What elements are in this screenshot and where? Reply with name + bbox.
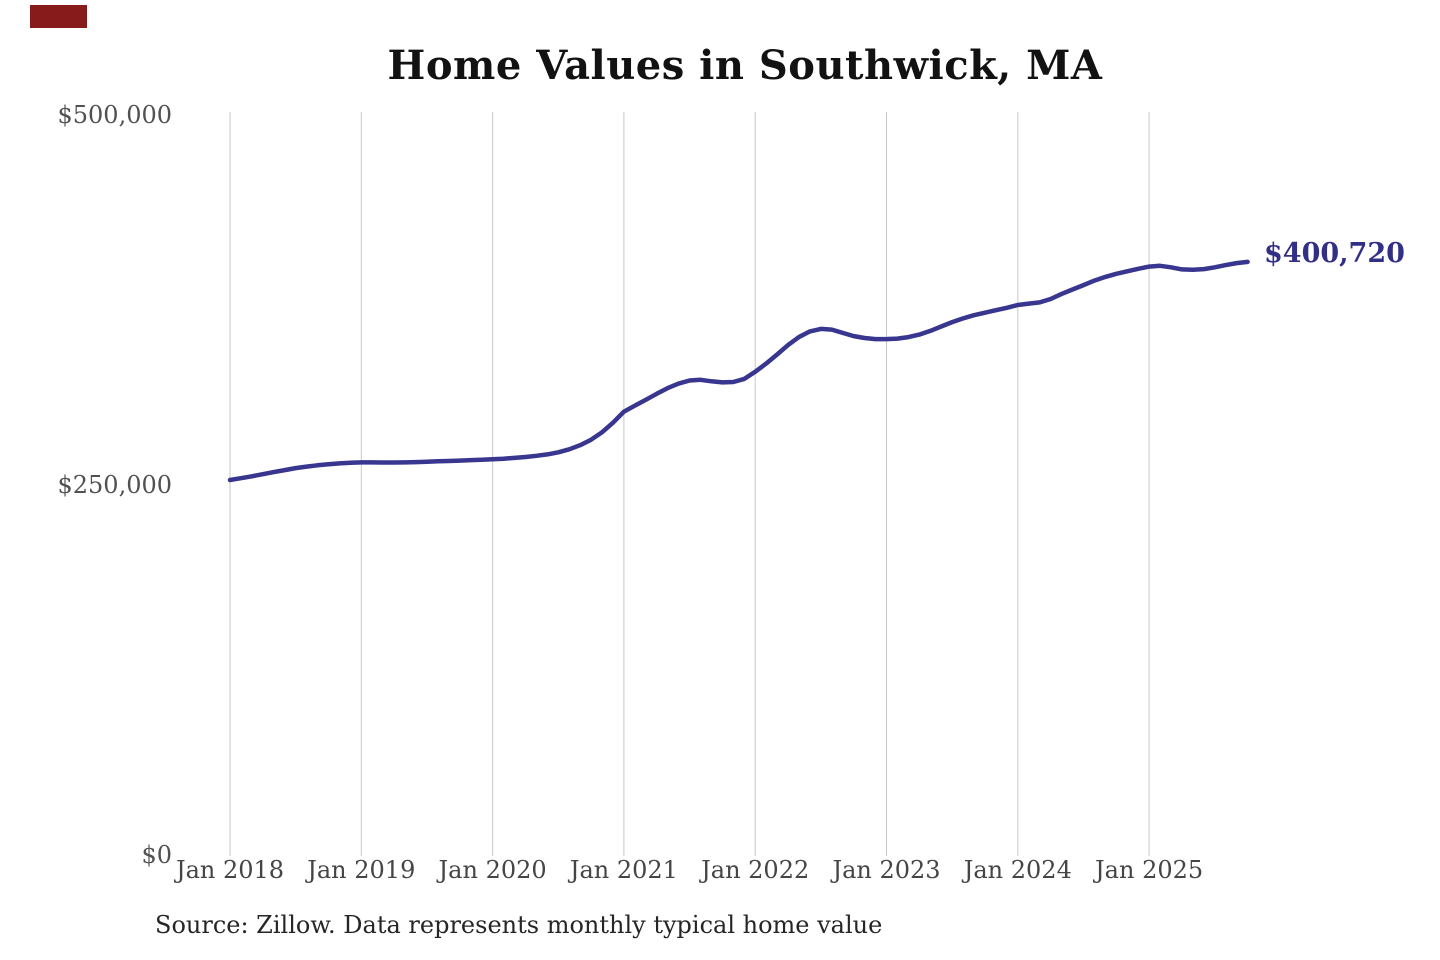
home-value-line	[227, 259, 1250, 483]
y-axis-label: $500,000	[57, 101, 172, 129]
x-axis-label: Jan 2020	[438, 856, 547, 884]
corner-marker	[30, 5, 87, 28]
x-axis-label: Jan 2024	[963, 856, 1072, 884]
x-axis-label: Jan 2019	[307, 856, 416, 884]
x-axis-label: Jan 2022	[701, 856, 810, 884]
x-axis-label: Jan 2018	[175, 856, 285, 884]
x-axis-label: Jan 2025	[1095, 856, 1204, 884]
gridlines	[229, 112, 1150, 856]
x-axis-label: Jan 2021	[569, 856, 678, 884]
x-axis-label: Jan 2023	[832, 856, 941, 884]
chart-title: Home Values in Southwick, MA	[387, 42, 1103, 89]
latest-value-label: $400,720	[1264, 238, 1405, 269]
y-axis-label: $250,000	[57, 471, 172, 499]
y-axis-label: $0	[141, 841, 172, 869]
source-note: Source: Zillow. Data represents monthly …	[155, 911, 883, 939]
